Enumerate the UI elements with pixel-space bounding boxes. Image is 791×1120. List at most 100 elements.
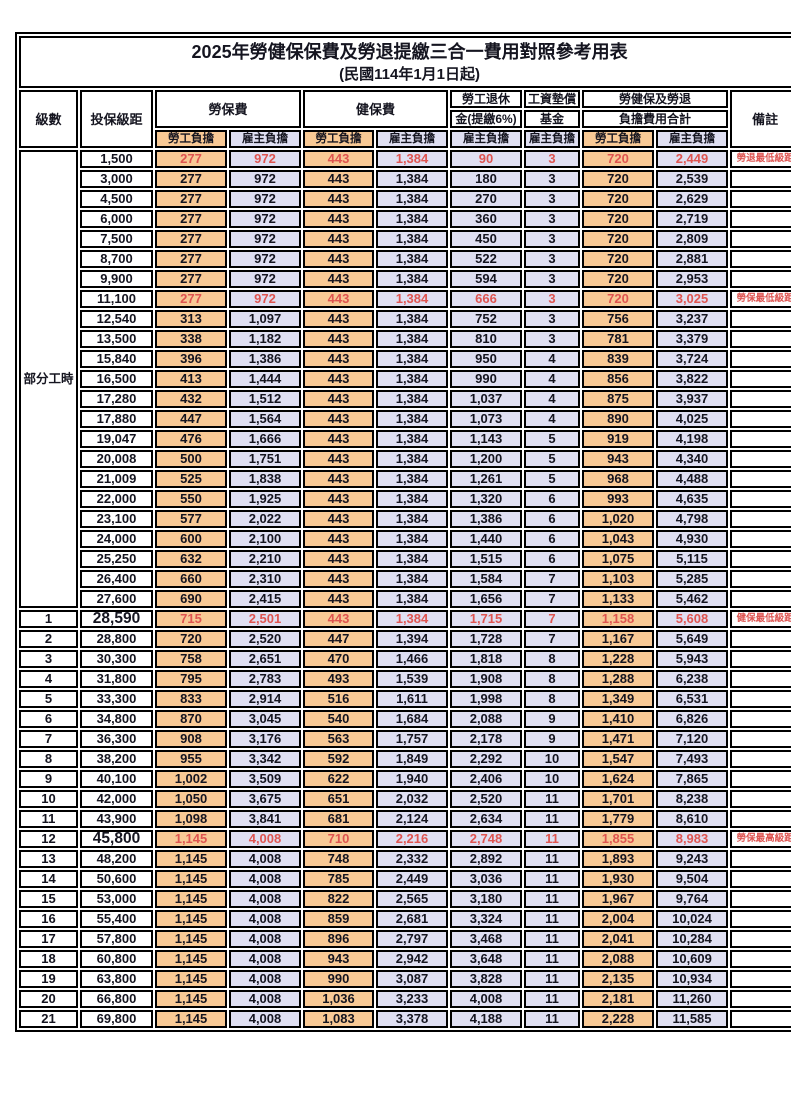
fund-employer-cell: 4 xyxy=(524,410,580,428)
bracket-cell: 24,000 xyxy=(80,530,153,548)
total-employer-cell: 7,493 xyxy=(656,750,728,768)
total-employer-cell: 4,488 xyxy=(656,470,728,488)
note-cell xyxy=(730,770,791,788)
total-employer-cell: 2,953 xyxy=(656,270,728,288)
table-row: 5 33,300 833 2,914 516 1,611 1,998 8 1,349 6,531 xyxy=(19,690,791,708)
note-cell xyxy=(730,810,791,828)
level-cell: 17 xyxy=(19,930,78,948)
total-employer-cell: 5,115 xyxy=(656,550,728,568)
subheader-total-employer: 雇主負擔 xyxy=(656,130,728,148)
note-cell xyxy=(730,950,791,968)
pension-employer-cell: 1,073 xyxy=(450,410,522,428)
pension-employer-cell: 3,036 xyxy=(450,870,522,888)
total-employer-cell: 2,881 xyxy=(656,250,728,268)
total-employer-cell: 3,379 xyxy=(656,330,728,348)
pension-employer-cell: 2,292 xyxy=(450,750,522,768)
table-row: 4 31,800 795 2,783 493 1,539 1,908 8 1,288 6,238 xyxy=(19,670,791,688)
bracket-cell: 6,000 xyxy=(80,210,153,228)
total-employer-cell: 8,238 xyxy=(656,790,728,808)
bracket-cell: 11,100 xyxy=(80,290,153,308)
labor-worker-cell: 1,145 xyxy=(155,950,227,968)
health-employer-cell: 1,384 xyxy=(376,450,448,468)
bracket-cell: 20,008 xyxy=(80,450,153,468)
note-cell xyxy=(730,970,791,988)
labor-worker-cell: 600 xyxy=(155,530,227,548)
bracket-cell: 38,200 xyxy=(80,750,153,768)
total-worker-cell: 1,288 xyxy=(582,670,654,688)
total-worker-cell: 2,041 xyxy=(582,930,654,948)
health-employer-cell: 1,684 xyxy=(376,710,448,728)
table-row: 7 36,300 908 3,176 563 1,757 2,178 9 1,471 7,120 xyxy=(19,730,791,748)
note-cell xyxy=(730,330,791,348)
total-employer-cell: 8,983 xyxy=(656,830,728,848)
pension-employer-cell: 90 xyxy=(450,150,522,168)
bracket-cell: 4,500 xyxy=(80,190,153,208)
labor-worker-cell: 632 xyxy=(155,550,227,568)
labor-employer-cell: 1,097 xyxy=(229,310,301,328)
total-worker-cell: 2,135 xyxy=(582,970,654,988)
pension-employer-cell: 2,520 xyxy=(450,790,522,808)
total-worker-cell: 1,043 xyxy=(582,530,654,548)
pension-employer-cell: 3,648 xyxy=(450,950,522,968)
labor-employer-cell: 2,022 xyxy=(229,510,301,528)
fund-employer-cell: 5 xyxy=(524,450,580,468)
pension-employer-cell: 2,088 xyxy=(450,710,522,728)
fund-employer-cell: 5 xyxy=(524,470,580,488)
subheader-fund-employer: 雇主負擔 xyxy=(524,130,580,148)
total-worker-cell: 1,410 xyxy=(582,710,654,728)
fund-employer-cell: 11 xyxy=(524,890,580,908)
bracket-cell: 19,047 xyxy=(80,430,153,448)
total-worker-cell: 875 xyxy=(582,390,654,408)
health-employer-cell: 1,611 xyxy=(376,690,448,708)
level-cell: 8 xyxy=(19,750,78,768)
total-employer-cell: 10,934 xyxy=(656,970,728,988)
health-worker-cell: 443 xyxy=(303,190,374,208)
level-cell: 18 xyxy=(19,950,78,968)
total-employer-cell: 10,284 xyxy=(656,930,728,948)
health-worker-cell: 943 xyxy=(303,950,374,968)
health-worker-cell: 443 xyxy=(303,390,374,408)
labor-employer-cell: 4,008 xyxy=(229,950,301,968)
bracket-cell: 28,800 xyxy=(80,630,153,648)
table-row: 20,008 500 1,751 443 1,384 1,200 5 943 4,340 xyxy=(19,450,791,468)
note-cell xyxy=(730,550,791,568)
pension-employer-cell: 1,656 xyxy=(450,590,522,608)
fund-employer-cell: 3 xyxy=(524,270,580,288)
pension-employer-cell: 1,143 xyxy=(450,430,522,448)
labor-worker-cell: 277 xyxy=(155,150,227,168)
header-fund-line1: 工資墊償 xyxy=(524,90,580,108)
total-worker-cell: 720 xyxy=(582,210,654,228)
level-cell: 9 xyxy=(19,770,78,788)
total-worker-cell: 1,930 xyxy=(582,870,654,888)
total-worker-cell: 720 xyxy=(582,270,654,288)
level-cell: 6 xyxy=(19,710,78,728)
subheader-health-employer: 雇主負擔 xyxy=(376,130,448,148)
pension-employer-cell: 1,515 xyxy=(450,550,522,568)
health-employer-cell: 1,384 xyxy=(376,310,448,328)
health-worker-cell: 443 xyxy=(303,530,374,548)
bracket-cell: 66,800 xyxy=(80,990,153,1008)
health-employer-cell: 1,384 xyxy=(376,270,448,288)
labor-employer-cell: 4,008 xyxy=(229,830,301,848)
labor-employer-cell: 4,008 xyxy=(229,1010,301,1028)
table-row: 8,700 277 972 443 1,384 522 3 720 2,881 xyxy=(19,250,791,268)
total-worker-cell: 781 xyxy=(582,330,654,348)
fund-employer-cell: 8 xyxy=(524,670,580,688)
table-row: 1 28,590 715 2,501 443 1,384 1,715 7 1,158 5,608 健… xyxy=(19,610,791,628)
bracket-cell: 12,540 xyxy=(80,310,153,328)
note-cell xyxy=(730,410,791,428)
health-worker-cell: 443 xyxy=(303,210,374,228)
note-cell xyxy=(730,270,791,288)
note-cell xyxy=(730,710,791,728)
pension-employer-cell: 1,320 xyxy=(450,490,522,508)
note-cell xyxy=(730,510,791,528)
table-row: 3 30,300 758 2,651 470 1,466 1,818 8 1,228 5,943 xyxy=(19,650,791,668)
bracket-cell: 30,300 xyxy=(80,650,153,668)
bracket-cell: 48,200 xyxy=(80,850,153,868)
pension-employer-cell: 3,324 xyxy=(450,910,522,928)
table-row: 19 63,800 1,145 4,008 990 3,087 3,828 11 2,135 10… xyxy=(19,970,791,988)
bracket-cell: 42,000 xyxy=(80,790,153,808)
fund-employer-cell: 6 xyxy=(524,510,580,528)
labor-employer-cell: 4,008 xyxy=(229,910,301,928)
total-employer-cell: 5,285 xyxy=(656,570,728,588)
